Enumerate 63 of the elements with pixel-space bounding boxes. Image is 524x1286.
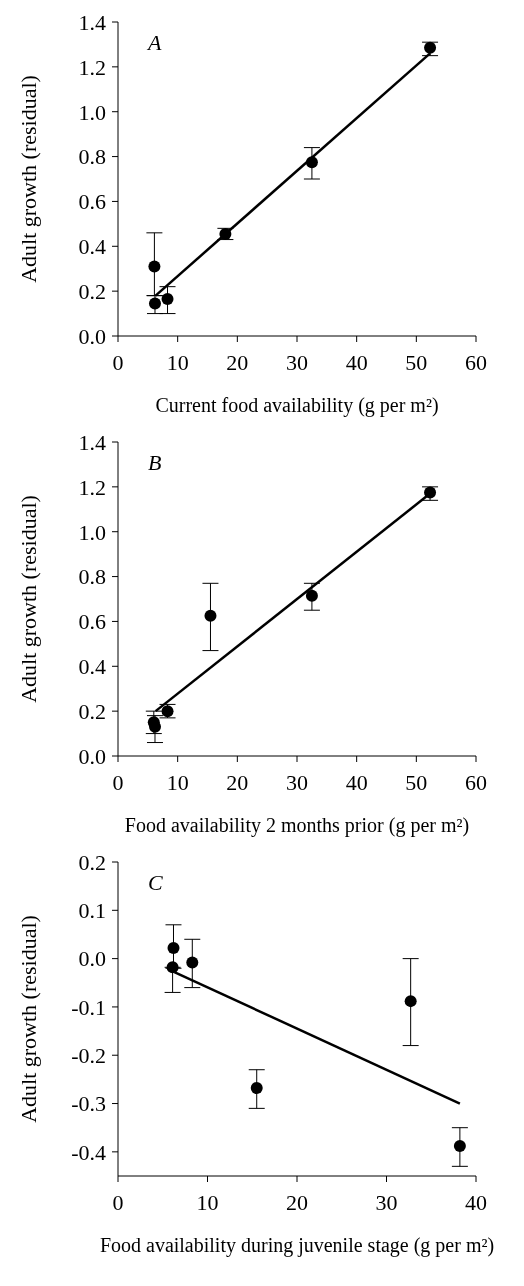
x-tick-label: 50 xyxy=(405,349,428,375)
point xyxy=(204,609,217,622)
y-tick-label: 0.0 xyxy=(78,743,106,769)
point xyxy=(305,156,318,169)
x-tick-label: 40 xyxy=(465,1189,487,1215)
y-tick-label: 0.2 xyxy=(78,278,106,304)
x-tick-label: 40 xyxy=(345,349,368,375)
x-tick-label: 30 xyxy=(375,1189,398,1215)
y-tick-label: 0.0 xyxy=(78,323,106,349)
y-axis-title: Adult growth (residual) xyxy=(15,75,41,283)
x-tick-label: 10 xyxy=(166,769,189,795)
x-tick-label: 60 xyxy=(465,769,487,795)
point xyxy=(161,292,174,305)
y-tick-label: 0.6 xyxy=(78,189,106,215)
x-axis-title: Current food availability (g per m²) xyxy=(155,394,439,417)
x-tick-label: 10 xyxy=(196,1189,219,1215)
y-axis-title: Adult growth (residual) xyxy=(15,915,41,1123)
y-tick-label: 1.2 xyxy=(78,474,106,500)
x-tick-label: 30 xyxy=(286,349,308,375)
point xyxy=(148,297,161,310)
y-tick-label: -0.1 xyxy=(71,994,106,1020)
y-tick-label: 0.1 xyxy=(78,898,106,924)
y-tick-label: 1.4 xyxy=(78,9,106,35)
point xyxy=(250,1082,263,1095)
point xyxy=(166,961,179,974)
annotation: A xyxy=(148,30,162,56)
point xyxy=(305,589,318,602)
y-tick-label: 0.8 xyxy=(78,144,106,170)
x-tick-label: 30 xyxy=(286,769,308,795)
y-tick-label: 1.4 xyxy=(78,429,106,455)
x-tick-label: 60 xyxy=(465,349,487,375)
x-tick-label: 0 xyxy=(112,769,124,795)
x-axis-title: Food availability during juvenile stage (g per m²) xyxy=(99,1234,495,1257)
y-tick-label: 0.4 xyxy=(78,654,106,680)
y-tick-label: 0.2 xyxy=(78,849,106,875)
point xyxy=(453,1140,466,1153)
x-tick-label: 40 xyxy=(345,769,368,795)
point xyxy=(148,260,161,273)
point xyxy=(186,956,199,969)
annotation: B xyxy=(148,450,162,476)
y-tick-label: 1.2 xyxy=(78,54,106,80)
annotation: C xyxy=(148,870,163,896)
y-tick-label: -0.4 xyxy=(71,1139,106,1165)
x-tick-label: 20 xyxy=(226,349,249,375)
x-tick-label: 50 xyxy=(405,769,428,795)
x-tick-label: 20 xyxy=(286,1189,308,1215)
x-tick-label: 10 xyxy=(166,349,189,375)
x-tick-label: 20 xyxy=(226,769,249,795)
y-tick-label: 0.0 xyxy=(78,946,106,972)
y-tick-label: 0.2 xyxy=(78,698,106,724)
y-tick-label: -0.2 xyxy=(71,1043,106,1069)
y-tick-label: 0.4 xyxy=(78,234,106,260)
y-tick-label: 0.8 xyxy=(78,564,106,590)
y-axis-title: Adult growth (residual) xyxy=(15,495,41,703)
y-tick-label: 0.6 xyxy=(78,609,106,635)
point xyxy=(167,941,180,954)
y-tick-label: -0.3 xyxy=(71,1091,106,1117)
x-axis-title: Food availability 2 months prior (g per m²) xyxy=(124,814,470,837)
x-tick-label: 0 xyxy=(112,1189,124,1215)
x-tick-label: 0 xyxy=(112,349,124,375)
y-tick-label: 1.0 xyxy=(78,99,106,125)
point xyxy=(404,995,417,1008)
y-tick-label: 1.0 xyxy=(78,519,106,545)
